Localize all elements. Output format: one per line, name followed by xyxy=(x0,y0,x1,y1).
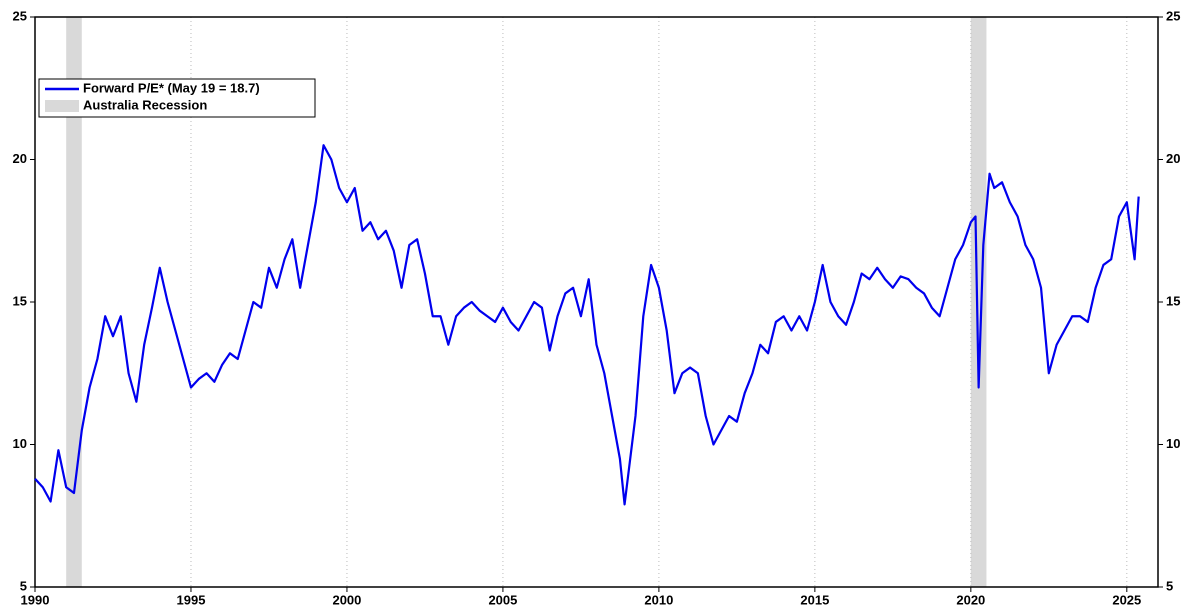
y-tick-label: 15 xyxy=(13,293,27,308)
x-tick-label: 2025 xyxy=(1112,592,1141,607)
recession-band xyxy=(66,17,82,587)
y2-tick-label: 25 xyxy=(1166,8,1180,23)
x-tick-label: 2010 xyxy=(644,592,673,607)
y-tick-label: 10 xyxy=(13,436,27,451)
y-tick-label: 25 xyxy=(13,8,27,23)
x-tick-label: 2015 xyxy=(800,592,829,607)
y2-tick-label: 5 xyxy=(1166,578,1173,593)
y2-tick-label: 15 xyxy=(1166,293,1180,308)
legend-label: Australia Recession xyxy=(83,97,207,112)
series-line xyxy=(34,144,1140,506)
x-tick-label: 2000 xyxy=(332,592,361,607)
legend-box xyxy=(38,78,316,118)
x-tick-label: 2005 xyxy=(488,592,517,607)
x-tick-label: 1990 xyxy=(21,592,50,607)
legend-swatch xyxy=(45,100,79,112)
y-tick-label: 5 xyxy=(20,578,27,593)
legend-label: Forward P/E* (May 19 = 18.7) xyxy=(83,80,260,95)
y2-tick-label: 10 xyxy=(1166,436,1180,451)
x-tick-label: 1995 xyxy=(177,592,206,607)
x-tick-label: 2020 xyxy=(956,592,985,607)
y2-tick-label: 20 xyxy=(1166,151,1180,166)
y-tick-label: 20 xyxy=(13,151,27,166)
recession-band xyxy=(970,17,987,587)
